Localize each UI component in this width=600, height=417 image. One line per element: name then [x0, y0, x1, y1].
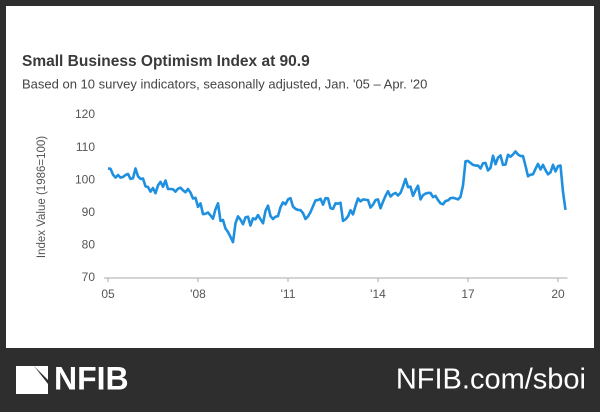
x-tick-label: '11: [281, 287, 296, 301]
card: [6, 6, 594, 348]
x-tick-label: 05: [101, 287, 115, 301]
line: [107, 150, 567, 244]
x-tick-label: '14: [370, 287, 386, 301]
y-axis-label: Index Value (1986=100): [36, 136, 48, 258]
y-tick-label: 110: [76, 140, 95, 154]
y-tick-label: 80: [82, 238, 96, 252]
y-tick-label: 70: [82, 270, 96, 284]
y-tick-label: 100: [75, 172, 95, 186]
footer-url: NFIB.com/sboi: [396, 364, 586, 396]
y-tick-label: 120: [75, 107, 95, 121]
x-tick-label: '08: [190, 287, 206, 301]
logo-text: NFIB: [54, 360, 129, 396]
footer: NFIB NFIB.com/sboi: [16, 360, 586, 396]
logo-icon: [16, 366, 48, 394]
logo-icon-corner: [34, 366, 48, 380]
chart-subtitle: Based on 10 survey indicators, seasonall…: [22, 76, 427, 91]
y-tick-label: 90: [82, 205, 96, 219]
x-tick-label: 17: [461, 287, 475, 301]
chart-title: Small Business Optimism Index at 90.9: [22, 53, 310, 70]
x-tick-label: 20: [551, 287, 565, 301]
